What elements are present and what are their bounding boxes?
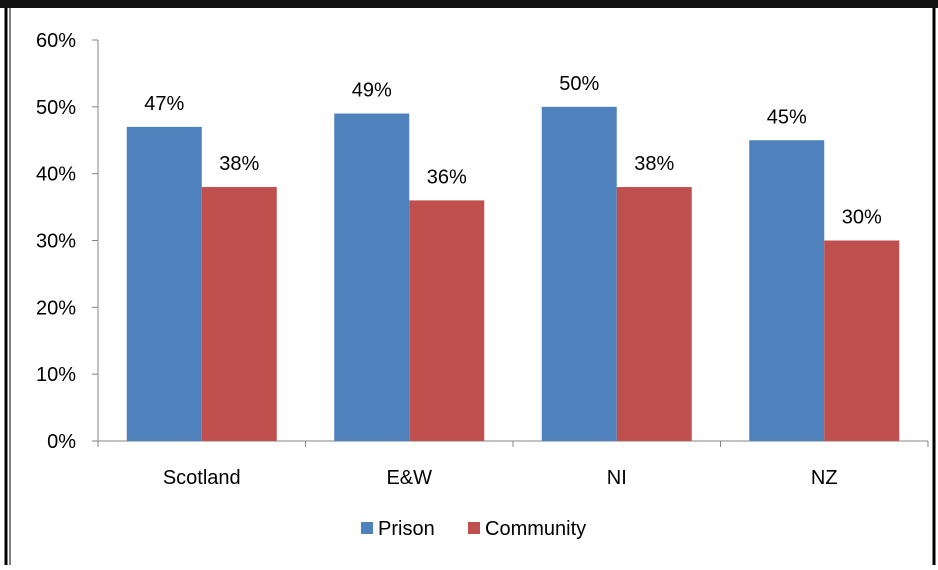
legend-swatch-community (468, 522, 480, 534)
y-tick-label: 30% (36, 231, 76, 253)
bar-community (616, 187, 692, 441)
data-labels: 47% 49% 50% 45% 38% 36% 38% 30% (144, 73, 882, 229)
bar-prison (334, 113, 410, 442)
legend-label-prison: Prison (378, 518, 435, 540)
category-label: Scotland (163, 467, 241, 489)
y-tick-label: 50% (36, 97, 76, 119)
bar-community (824, 240, 900, 441)
bar-prison (541, 106, 617, 441)
legend-label-community: Community (485, 518, 586, 540)
data-label: 47% (144, 93, 184, 115)
category-label: E&W (386, 467, 432, 489)
y-axis: 0% 10% 20% 30% 40% 50% 60% (36, 30, 99, 453)
x-axis: Scotland E&W NI NZ (97, 440, 929, 489)
y-tick-label: 20% (36, 297, 76, 319)
data-label: 38% (219, 153, 259, 175)
data-label: 50% (559, 73, 599, 95)
data-label: 30% (842, 207, 882, 229)
data-label: 49% (352, 80, 392, 102)
bar-prison (749, 140, 825, 441)
bar-community (201, 187, 277, 441)
title-strip (0, 0, 938, 8)
bar-prison (126, 126, 202, 441)
y-tick-label: 60% (36, 30, 76, 52)
data-label: 36% (427, 166, 467, 188)
data-label: 38% (634, 153, 674, 175)
data-label: 45% (767, 106, 807, 128)
legend: Prison Community (361, 518, 586, 540)
y-tick-label: 10% (36, 364, 76, 386)
bars (126, 106, 900, 442)
category-label: NZ (811, 467, 838, 489)
bar-community (409, 200, 485, 441)
y-tick-label: 0% (47, 431, 76, 453)
legend-swatch-prison (361, 522, 373, 534)
category-label: NI (607, 467, 627, 489)
y-tick-label: 40% (36, 164, 76, 186)
